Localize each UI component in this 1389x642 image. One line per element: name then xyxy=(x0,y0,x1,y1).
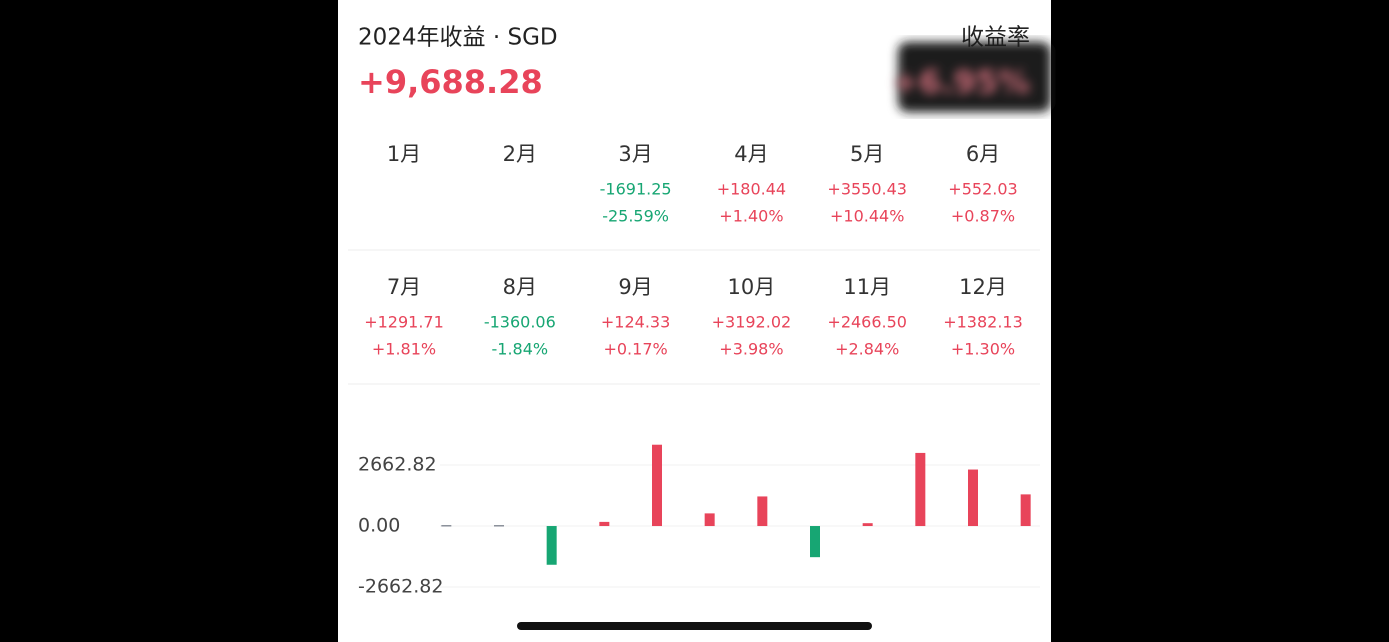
month-amount: +124.33 xyxy=(601,313,670,332)
month-percent: -1.84% xyxy=(491,340,548,359)
month-amount: +3550.43 xyxy=(827,180,907,199)
month-label: 4月 xyxy=(734,142,768,166)
blur-mask xyxy=(898,42,1051,112)
month-label: 6月 xyxy=(966,142,1000,166)
month-percent: +2.84% xyxy=(835,340,899,359)
bar xyxy=(915,452,926,527)
bar xyxy=(810,526,820,558)
month-percent: +1.40% xyxy=(719,207,783,226)
month-percent: +0.87% xyxy=(951,207,1015,226)
month-percent: +1.30% xyxy=(951,340,1015,359)
bar xyxy=(599,521,610,527)
bar xyxy=(546,526,557,565)
month-label: 5月 xyxy=(850,142,884,166)
month-label: 2月 xyxy=(503,142,537,166)
month-label: 11月 xyxy=(843,275,891,299)
month-percent: +0.17% xyxy=(603,340,667,359)
month-label: 10月 xyxy=(728,275,776,299)
month-label: 9月 xyxy=(618,275,652,299)
month-amount: -1691.25 xyxy=(600,180,672,199)
month-amount: +1382.13 xyxy=(943,313,1023,332)
total: +9,688.28 xyxy=(358,63,543,101)
month-amount: +1291.71 xyxy=(364,313,444,332)
bar xyxy=(968,469,978,527)
bar xyxy=(757,496,768,527)
bar xyxy=(652,444,662,527)
month-label: 3月 xyxy=(618,142,652,166)
y-tick-label: 2662.82 xyxy=(358,454,437,476)
month-percent: +1.81% xyxy=(372,340,436,359)
month-label: 7月 xyxy=(387,275,421,299)
month-amount: +180.44 xyxy=(717,180,786,199)
month-label: 12月 xyxy=(959,275,1007,299)
month-amount: +2466.50 xyxy=(827,313,907,332)
month-percent: +10.44% xyxy=(830,207,904,226)
month-label: 1月 xyxy=(387,142,421,166)
bar xyxy=(704,513,715,527)
bar xyxy=(862,523,873,527)
bar xyxy=(441,525,452,527)
month-percent: +3.98% xyxy=(719,340,783,359)
rate: +6.95% xyxy=(892,63,1030,101)
month-amount: +552.03 xyxy=(948,180,1017,199)
month-percent: -25.59% xyxy=(602,207,669,226)
month-label: 8月 xyxy=(503,275,537,299)
bar xyxy=(494,525,504,527)
y-tick-label: 0.00 xyxy=(358,515,400,537)
y-tick-label: -2662.82 xyxy=(358,576,443,598)
month-amount: +3192.02 xyxy=(712,313,792,332)
bar xyxy=(1020,494,1031,527)
month-amount: -1360.06 xyxy=(484,313,556,332)
title: 2024年收益 · SGD xyxy=(358,25,558,51)
home-indicator xyxy=(517,622,872,630)
